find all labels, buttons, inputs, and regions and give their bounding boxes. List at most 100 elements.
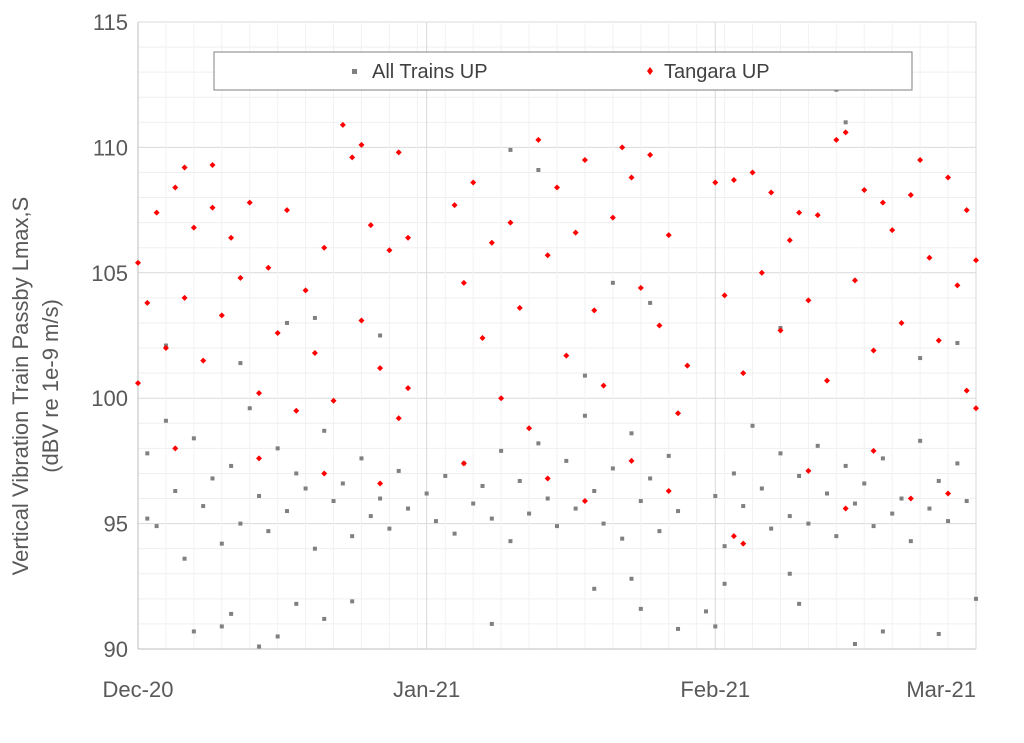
y-tick-label: 115 xyxy=(93,10,128,35)
data-point-all-trains xyxy=(517,478,522,483)
data-point-all-trains xyxy=(582,413,587,418)
data-point-tangara xyxy=(544,252,551,259)
data-point-tangara xyxy=(730,533,737,540)
data-point-tangara xyxy=(321,244,328,251)
data-point-tangara xyxy=(656,322,663,329)
data-point-tangara xyxy=(619,144,626,151)
data-point-all-trains xyxy=(750,423,755,428)
data-point-all-trains xyxy=(387,526,392,531)
data-point-all-trains xyxy=(955,341,960,346)
data-point-all-trains xyxy=(396,468,401,473)
data-point-tangara xyxy=(181,294,188,301)
legend-marker-all-trains xyxy=(352,69,357,74)
data-point-all-trains xyxy=(927,506,932,511)
data-point-all-trains xyxy=(536,441,541,446)
y-tick-label: 100 xyxy=(91,386,128,411)
legend-marker-tangara xyxy=(647,67,653,75)
x-tick-label: Jan-21 xyxy=(393,677,460,702)
data-point-all-trains xyxy=(722,544,727,549)
data-point-tangara xyxy=(228,234,235,241)
legend-label-tangara: Tangara UP xyxy=(664,61,770,83)
data-point-all-trains xyxy=(527,511,532,516)
data-point-all-trains xyxy=(676,509,681,514)
data-point-all-trains xyxy=(610,466,615,471)
data-point-tangara xyxy=(833,136,840,143)
x-tick-label: Mar-21 xyxy=(906,677,976,702)
data-point-all-trains xyxy=(936,631,941,636)
data-point-all-trains xyxy=(620,536,625,541)
data-point-all-trains xyxy=(284,509,289,514)
data-point-tangara xyxy=(665,487,672,494)
y-tick-label: 95 xyxy=(104,512,128,537)
data-point-all-trains xyxy=(638,499,643,504)
data-point-tangara xyxy=(554,184,560,191)
chart-axes xyxy=(137,22,976,650)
data-point-all-trains xyxy=(731,471,736,476)
data-point-tangara xyxy=(721,292,728,299)
data-point-all-trains xyxy=(880,629,885,634)
data-point-tangara xyxy=(609,214,616,221)
data-point-tangara xyxy=(190,224,197,231)
legend: All Trains UP Tangara UP xyxy=(213,51,913,91)
data-point-all-trains xyxy=(312,315,317,320)
data-point-all-trains xyxy=(378,496,383,501)
data-point-tangara xyxy=(898,319,905,326)
data-point-all-trains xyxy=(489,516,494,521)
data-point-tangara xyxy=(842,505,849,512)
data-point-tangara xyxy=(861,187,868,194)
data-point-tangara xyxy=(805,297,812,304)
data-point-all-trains xyxy=(703,609,708,614)
data-point-tangara xyxy=(768,189,775,196)
data-point-tangara xyxy=(973,405,979,412)
data-point-all-trains xyxy=(266,529,271,534)
data-point-all-trains xyxy=(555,524,559,529)
data-point-all-trains xyxy=(443,473,448,478)
data-point-all-trains xyxy=(303,486,308,491)
y-tick-labels: 90 95 100 105 110 115 xyxy=(91,10,128,662)
data-point-all-trains xyxy=(852,641,857,646)
data-point-tangara xyxy=(181,164,188,171)
data-point-tangara xyxy=(246,199,253,206)
data-point-tangara xyxy=(311,350,318,357)
data-point-all-trains xyxy=(182,556,187,561)
data-point-all-trains xyxy=(592,586,597,591)
data-point-tangara xyxy=(256,455,263,462)
data-point-tangara xyxy=(647,151,654,158)
data-point-all-trains xyxy=(145,516,150,521)
data-point-tangara xyxy=(451,202,458,209)
y-tick-label: 90 xyxy=(104,637,128,662)
data-point-all-trains xyxy=(778,451,783,456)
data-point-all-trains xyxy=(797,601,802,606)
data-point-tangara xyxy=(796,209,803,216)
data-point-all-trains xyxy=(433,519,438,524)
data-point-tangara xyxy=(293,407,300,414)
data-point-tangara xyxy=(907,192,914,199)
data-point-tangara xyxy=(730,177,737,184)
data-point-tangara xyxy=(740,370,747,377)
data-point-tangara xyxy=(377,365,384,372)
data-point-tangara xyxy=(684,362,691,369)
data-point-all-trains xyxy=(601,521,606,526)
data-point-tangara xyxy=(200,357,207,364)
data-point-tangara xyxy=(591,307,598,314)
data-point-all-trains xyxy=(974,596,978,601)
data-point-all-trains xyxy=(247,406,252,411)
data-point-all-trains xyxy=(787,514,792,519)
data-point-tangara xyxy=(237,274,244,281)
data-point-tangara xyxy=(256,390,263,397)
data-point-all-trains xyxy=(582,373,587,378)
data-point-all-trains xyxy=(201,504,206,509)
data-point-all-trains xyxy=(908,539,913,544)
data-point-tangara xyxy=(786,237,793,244)
data-point-all-trains xyxy=(769,526,774,531)
data-point-tangara xyxy=(377,480,384,487)
data-point-tangara xyxy=(498,395,505,402)
data-point-tangara xyxy=(535,136,542,143)
data-point-all-trains xyxy=(191,629,196,634)
data-point-all-trains xyxy=(229,611,234,616)
data-point-all-trains xyxy=(312,546,317,551)
data-point-tangara xyxy=(665,232,672,239)
data-point-all-trains xyxy=(610,280,615,285)
data-point-all-trains xyxy=(219,624,224,629)
